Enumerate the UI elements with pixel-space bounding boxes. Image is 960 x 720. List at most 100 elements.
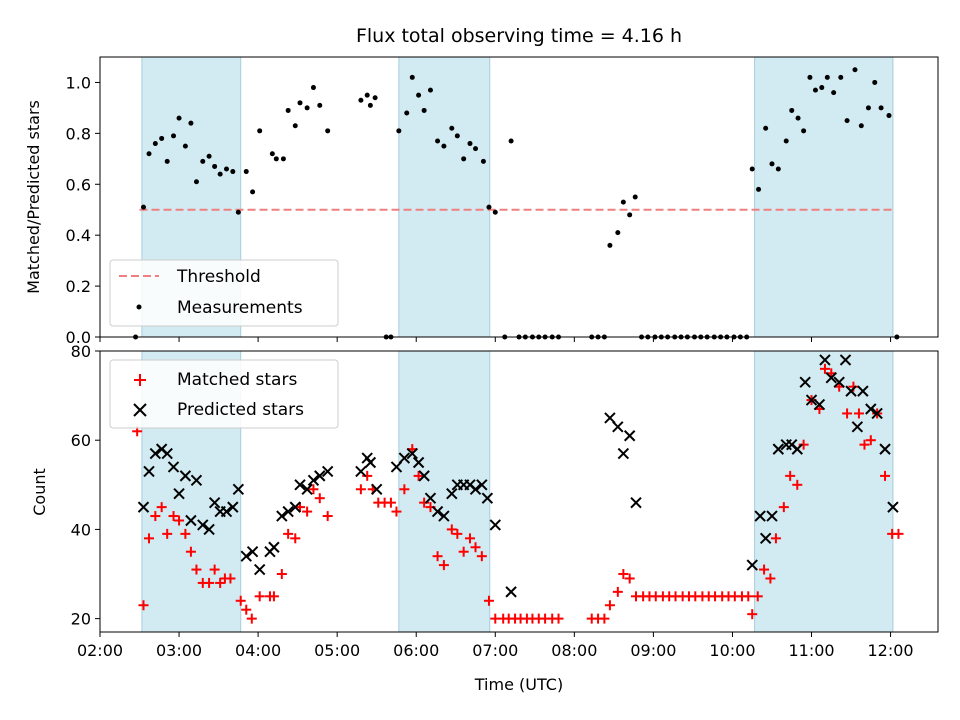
- matched-star-point: [168, 511, 179, 522]
- matched-star-point: [215, 577, 226, 588]
- measurement-point: [812, 87, 818, 93]
- matched-star-point: [413, 470, 424, 481]
- y-tick-label: 0.2: [66, 277, 91, 296]
- measurement-point: [310, 85, 316, 91]
- matched-star-point: [362, 470, 373, 481]
- matched-star-point: [399, 484, 410, 495]
- matched-star-point: [209, 564, 220, 575]
- measurement-point: [449, 125, 455, 131]
- predicted-star-point: [268, 541, 280, 553]
- matched-star-point: [853, 408, 864, 419]
- predicted-star-point: [833, 376, 845, 388]
- measurement-point: [176, 115, 182, 121]
- y-tick-label: 20: [71, 610, 91, 629]
- predicted-star-point: [143, 465, 155, 478]
- matched-star-point: [191, 564, 202, 575]
- x-tick-label: 03:00: [156, 641, 202, 660]
- measurement-point: [364, 92, 370, 98]
- predicted-star-point: [161, 447, 173, 460]
- measurement-point: [872, 79, 878, 85]
- predicted-star-point: [137, 501, 150, 513]
- measurement-point: [627, 212, 633, 218]
- predicted-star-point: [813, 398, 826, 411]
- matched-star-point: [452, 528, 463, 539]
- measurement-point: [858, 123, 864, 129]
- measurement-point: [404, 110, 410, 116]
- predicted-star-point: [282, 505, 294, 518]
- predicted-star-point: [489, 519, 501, 531]
- predicted-star-point: [612, 421, 624, 433]
- measurement-point: [467, 141, 473, 147]
- measurement-point: [486, 204, 492, 210]
- measurement-point: [783, 138, 789, 144]
- predicted-star-point: [307, 474, 320, 487]
- predicted-star-point: [759, 532, 772, 545]
- measurement-point: [620, 199, 626, 205]
- top-axes-frame: [99, 56, 939, 338]
- y-tick-label: 0.8: [66, 124, 91, 143]
- predicted-star-point: [364, 456, 377, 469]
- measurement-point: [372, 95, 378, 101]
- matched-star-point: [819, 363, 830, 374]
- measurement-point: [285, 107, 291, 113]
- top-y-axis-ticks: 0.0 0.2 0.4 0.6 0.8 1.0: [66, 73, 100, 347]
- matched-star-point: [458, 546, 469, 557]
- predicted-star-point: [412, 456, 425, 469]
- matched-star-point: [446, 524, 457, 535]
- matched-star-point: [391, 506, 402, 517]
- measurement-point: [441, 143, 447, 149]
- measurement-point: [235, 209, 241, 215]
- matched-legend-swatch: [134, 374, 146, 386]
- measurement-point: [416, 92, 422, 98]
- predicted-star-point: [314, 470, 326, 482]
- measurement-point: [480, 158, 486, 164]
- matched-star-point: [770, 533, 781, 544]
- predicted-star-point: [799, 376, 811, 388]
- matched-star-point: [432, 551, 443, 562]
- predicted-star-point: [887, 501, 899, 513]
- matched-star-point: [752, 591, 763, 602]
- measurement-point: [325, 128, 331, 134]
- predicted-star-point: [253, 563, 266, 576]
- matched-star-point: [483, 595, 494, 606]
- predicted-star-point: [167, 461, 180, 473]
- measurement-point: [865, 105, 871, 111]
- y-tick-label: 40: [71, 520, 91, 539]
- bottom-x-axis-ticks: 02:00 03:00 04:00 05:00 06:00 07:00 08:00 09:00…: [77, 632, 914, 660]
- measurement-point: [795, 115, 801, 121]
- predicted-star-point: [623, 430, 636, 442]
- measurement-point: [358, 97, 364, 103]
- x-tick-label: 11:00: [788, 641, 834, 660]
- threshold-legend-label: Threshold: [176, 267, 261, 287]
- predicted-star-point: [825, 372, 837, 384]
- bottom-axes-frame: [99, 350, 939, 633]
- predicted-star-point: [418, 470, 430, 482]
- matched-star-point: [842, 408, 853, 419]
- measurement-point: [140, 204, 146, 210]
- y-tick-label: 0.0: [66, 328, 91, 347]
- measurement-point: [878, 105, 884, 111]
- predicted-star-point: [276, 510, 288, 522]
- measurement-point: [461, 156, 467, 162]
- matched-star-point: [314, 493, 325, 504]
- matched-star-point: [419, 497, 430, 508]
- measurement-point: [844, 118, 850, 124]
- measurement-point: [171, 133, 177, 139]
- predicted-star-point: [438, 510, 450, 522]
- measurement-point: [146, 151, 152, 157]
- measurement-point: [159, 135, 165, 141]
- y-tick-label: 0.6: [66, 175, 91, 194]
- matched-star-point: [438, 560, 449, 571]
- measurement-point: [508, 138, 514, 144]
- measurement-point: [367, 102, 373, 108]
- predicted-star-point: [772, 443, 785, 455]
- predicted-star-point: [232, 483, 245, 495]
- measurement-point: [230, 169, 236, 175]
- predicted-legend-swatch: [133, 403, 147, 417]
- matched-star-point: [743, 591, 754, 602]
- measurement-point: [273, 156, 279, 162]
- matched-star-point: [355, 484, 366, 495]
- matched-star-point: [322, 511, 333, 522]
- matched-star-point: [162, 528, 173, 539]
